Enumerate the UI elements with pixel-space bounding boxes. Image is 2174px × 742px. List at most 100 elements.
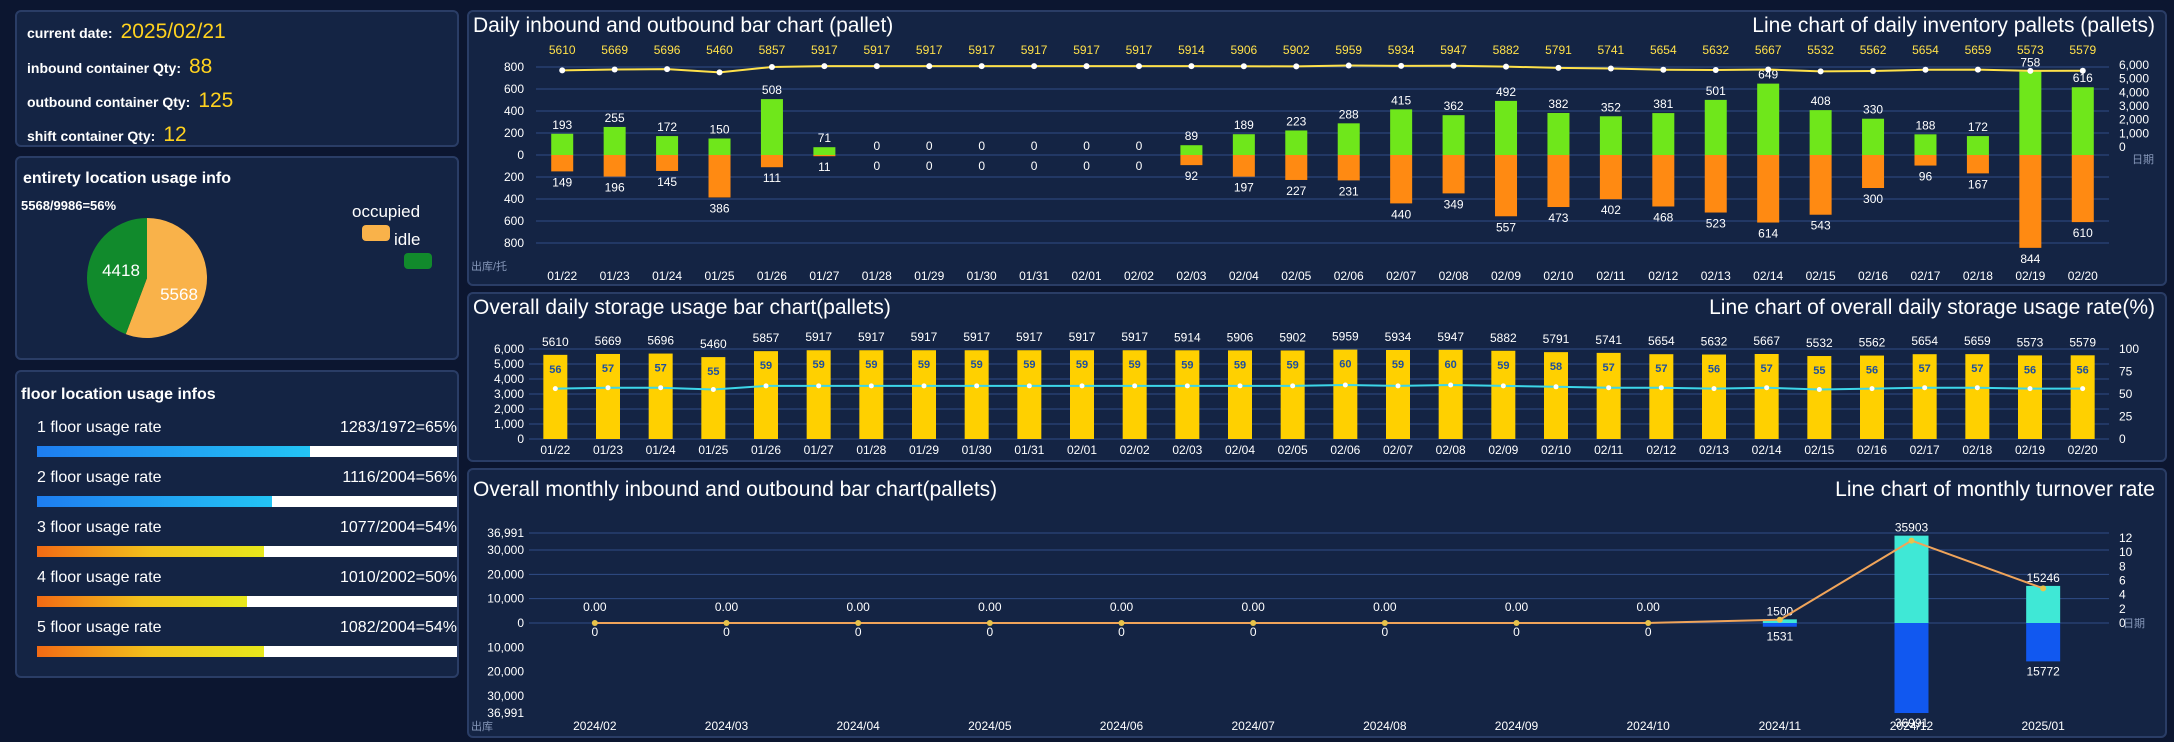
shift-qty-label: shift container Qty: <box>27 128 156 144</box>
storage-bar <box>1122 350 1147 439</box>
outbound-value-label: 0 <box>926 159 933 173</box>
storage-value-label: 5460 <box>700 337 727 351</box>
floor-usage-track <box>37 496 457 507</box>
legend-occupied[interactable]: occupied <box>352 202 457 242</box>
inventory-point <box>1293 63 1300 70</box>
outbound-value-label: 402 <box>1601 203 1621 217</box>
turnover-point <box>591 620 598 626</box>
usage-rate-point <box>868 383 874 389</box>
inbound-bar <box>1652 113 1675 155</box>
storage-bar <box>1702 354 1726 439</box>
outbound-bar <box>603 155 626 177</box>
x-tick-label: 2024/03 <box>705 719 749 733</box>
outbound-value-label: 0 <box>978 159 985 173</box>
turnover-point <box>1513 620 1520 626</box>
inbound-value-label: 352 <box>1601 100 1621 114</box>
floor-usage-track <box>37 646 457 657</box>
outbound-bar <box>551 155 574 172</box>
legend-idle[interactable]: idle <box>394 230 457 270</box>
y2-tick-label: 6,000 <box>2119 58 2149 72</box>
inbound-bar <box>708 138 731 155</box>
inventory-point <box>1765 66 1772 73</box>
y-tick-label: 6,000 <box>494 342 524 356</box>
inbound-value-label: 501 <box>1706 84 1726 98</box>
outbound-value-label: 610 <box>2073 226 2093 240</box>
outbound-value-label: 0 <box>1031 159 1038 173</box>
floors-title: floor location usage infos <box>21 386 216 403</box>
floor-usage-label: 2 floor usage rate <box>37 469 162 486</box>
inventory-point <box>2027 67 2034 74</box>
outbound-value-label: 0 <box>986 625 993 639</box>
inbound-value-label: 193 <box>552 118 572 132</box>
inventory-point <box>1031 63 1038 70</box>
outbound-bar <box>1914 155 1937 166</box>
x-tick-label: 02/13 <box>1699 443 1729 457</box>
storage-bar <box>1807 356 1832 439</box>
current-date-label: current date: <box>27 25 113 41</box>
outbound-value-label: 111 <box>763 171 782 185</box>
usage-rate-point <box>1974 385 1980 391</box>
inbound-value-label: 616 <box>2073 71 2093 85</box>
x-tick-label: 2024/05 <box>968 719 1012 733</box>
inbound-value-label: 150 <box>710 123 730 137</box>
outbound-bar <box>1547 155 1570 208</box>
inventory-value-label: 5654 <box>1650 43 1677 57</box>
storage-bar <box>701 357 726 439</box>
inbound-value-label: 0.00 <box>846 600 870 614</box>
inbound-value-label: 89 <box>1185 129 1199 143</box>
x-tick-label: 02/08 <box>1436 443 1466 457</box>
usage-rate-point <box>1448 382 1454 388</box>
storage-bar <box>1280 350 1305 439</box>
inventory-value-label: 5632 <box>1702 43 1729 57</box>
usage-rate-label: 56 <box>1866 365 1878 377</box>
usage-rate-point <box>1184 383 1190 389</box>
x-tick-label: 02/11 <box>1594 443 1623 457</box>
inventory-value-label: 5917 <box>968 43 995 57</box>
storage-value-label: 5632 <box>1701 335 1728 349</box>
inbound-bar <box>1966 136 1989 155</box>
x-tick-label: 02/14 <box>1753 269 1783 283</box>
storage-bar <box>1070 350 1094 439</box>
inbound-value-label: 330 <box>1863 103 1883 117</box>
usage-rate-label: 57 <box>1603 362 1615 374</box>
inbound-value-label: 0 <box>978 139 985 153</box>
inventory-value-label: 5669 <box>601 43 628 57</box>
outbound-value-label: 614 <box>1758 227 1778 241</box>
inventory-point <box>611 66 618 73</box>
outbound-value-label: 145 <box>657 175 677 189</box>
usage-rate-label: 57 <box>602 363 614 375</box>
inventory-value-label: 5791 <box>1545 43 1572 57</box>
storage-bar <box>1438 349 1463 439</box>
y2-tick-label: 4 <box>2119 588 2126 602</box>
x-tick-label: 02/20 <box>2068 443 2098 457</box>
storage-value-label: 5934 <box>1385 330 1412 344</box>
floor-usage-fill <box>37 546 264 557</box>
inbound-qty-value: 88 <box>189 55 213 78</box>
inventory-value-label: 5857 <box>759 43 786 57</box>
inbound-value-label: 223 <box>1286 114 1306 128</box>
x-tick-label: 01/24 <box>646 443 676 457</box>
x-tick-label: 01/23 <box>593 443 623 457</box>
daily-inout-chart: 800 600 400 200 0 200 400 600 800 6,0005,0004,000… <box>471 43 2154 283</box>
usage-rate-point <box>710 387 716 392</box>
inventory-point <box>873 63 880 70</box>
floor-usage-value: 1077/2004=54% <box>340 519 457 536</box>
inventory-point <box>1345 62 1352 69</box>
usage-rate-label: 55 <box>1813 365 1825 377</box>
x-tick-label: 01/29 <box>914 269 944 283</box>
outbound-bar <box>1757 155 1780 223</box>
inbound-bar <box>813 147 836 155</box>
inventory-value-label: 5917 <box>1073 43 1100 57</box>
storage-value-label: 5917 <box>1069 330 1096 344</box>
x-tick-label: 01/31 <box>1019 269 1049 283</box>
outbound-bar <box>1180 155 1203 166</box>
inbound-bar <box>1442 115 1465 155</box>
y-tick-label: 30,000 <box>487 543 524 557</box>
y-tick-label: 0 <box>517 616 524 630</box>
floor-usage-label: 1 floor usage rate <box>37 419 162 436</box>
floor-usage-fill <box>37 646 264 657</box>
y-tick-label: 800 <box>504 60 524 74</box>
inbound-value-label: 172 <box>1968 120 1988 134</box>
floor-usage-value: 1082/2004=54% <box>340 619 457 636</box>
entirety-panel: entirety location usage info 5568/9986=5… <box>15 156 459 360</box>
